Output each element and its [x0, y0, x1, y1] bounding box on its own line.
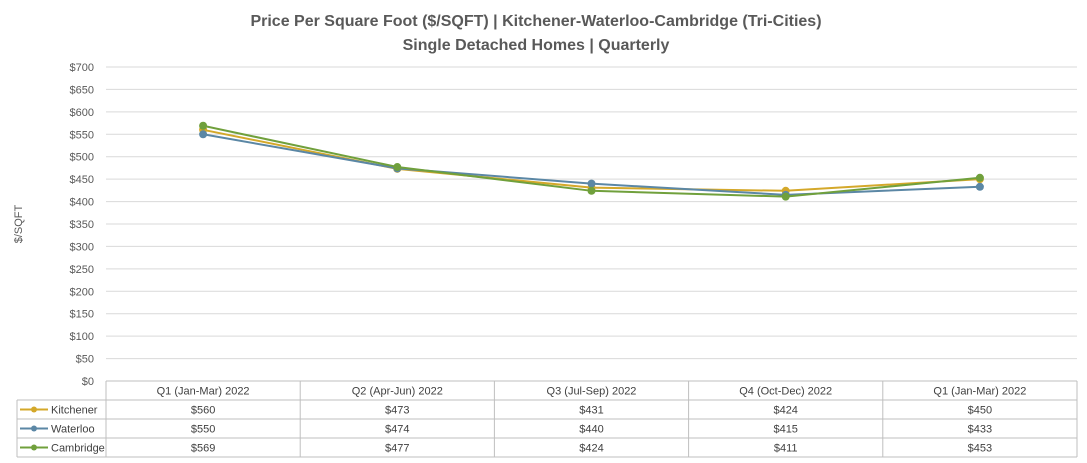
legend-label: Kitchener — [51, 405, 98, 417]
y-tick-labels: $0 $50 $100 $150 $200 $250 $300 $350 $400 $450 $50… — [70, 62, 94, 388]
data-label: $473 — [385, 405, 409, 417]
data-point — [975, 182, 984, 191]
data-label: $431 — [579, 405, 603, 417]
data-label: $474 — [385, 424, 409, 436]
x-tick-label: Q4 (Oct-Dec) 2022 — [739, 386, 832, 398]
data-label: $440 — [579, 424, 603, 436]
legend-key-marker — [31, 425, 37, 432]
y-tick-label: $700 — [70, 62, 94, 74]
data-point — [199, 130, 208, 139]
data-label: $550 — [191, 424, 215, 436]
y-tick-label: $100 — [70, 331, 94, 343]
y-tick-label: $500 — [70, 152, 94, 164]
y-tick-label: $150 — [70, 309, 94, 321]
data-label: $569 — [191, 443, 215, 455]
data-label: $424 — [773, 405, 797, 417]
data-label: $424 — [579, 443, 603, 455]
legend-label: Waterloo — [51, 424, 95, 436]
y-tick-label: $450 — [70, 174, 94, 186]
y-tick-label: $250 — [70, 264, 94, 276]
data-point — [781, 192, 790, 201]
x-tick-label: Q2 (Apr-Jun) 2022 — [352, 386, 443, 398]
data-point — [587, 186, 596, 195]
x-tick-label: Q1 (Jan-Mar) 2022 — [933, 386, 1026, 398]
data-point — [199, 121, 208, 130]
data-table: Q1 (Jan-Mar) 2022 Q2 (Apr-Jun) 2022 Q3 (Ju… — [16, 380, 1078, 458]
data-label: $453 — [968, 443, 992, 455]
y-tick-label: $350 — [70, 219, 94, 231]
chart-subtitle: Single Detached Homes | Quarterly — [403, 37, 670, 54]
data-label: $415 — [773, 424, 797, 436]
y-tick-label: $550 — [70, 129, 94, 141]
x-tick-label: Q1 (Jan-Mar) 2022 — [157, 386, 250, 398]
legend-label: Cambridge — [51, 443, 105, 455]
legend-key-marker — [31, 406, 37, 413]
y-tick-label: $400 — [70, 197, 94, 209]
y-tick-label: $650 — [70, 84, 94, 96]
data-point — [393, 163, 402, 172]
data-label: $477 — [385, 443, 409, 455]
y-tick-label: $50 — [76, 354, 94, 366]
data-label: $560 — [191, 405, 215, 417]
data-label: $450 — [968, 405, 992, 417]
y-tick-label: $0 — [82, 376, 94, 388]
y-tick-label: $200 — [70, 286, 94, 298]
x-tick-label: Q3 (Jul-Sep) 2022 — [547, 386, 637, 398]
series-lines — [199, 121, 984, 201]
y-tick-label: $600 — [70, 107, 94, 119]
y-axis-label: $/SQFT — [13, 204, 25, 243]
legend-key-marker — [31, 444, 37, 451]
data-point — [587, 179, 596, 188]
chart-title: Price Per Square Foot ($/SQFT) | Kitchen… — [250, 13, 821, 30]
data-label: $411 — [774, 443, 798, 455]
gridlines — [106, 66, 1077, 360]
data-label: $433 — [968, 424, 992, 436]
y-tick-label: $300 — [70, 241, 94, 253]
data-point — [975, 173, 984, 182]
